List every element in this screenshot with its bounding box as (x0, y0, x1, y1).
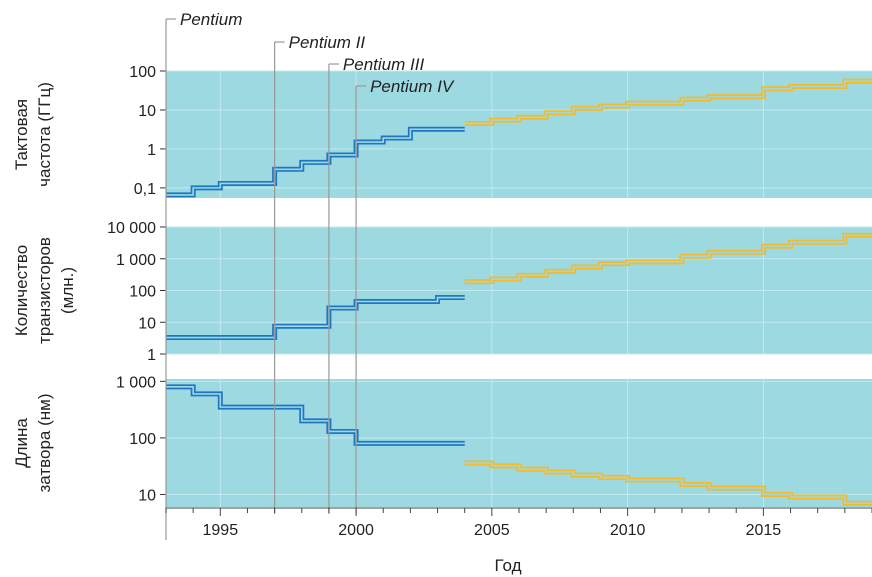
x-tick-label-2015: 2015 (746, 522, 782, 539)
panel-gate: 10 100 1 000 Длина затвора (нм) (12, 374, 872, 507)
y-axis-title-gate: затвора (нм) (35, 394, 54, 493)
panel-transistors: 1 10 100 1 000 10 000 Количество транзисторов(… (12, 220, 872, 364)
y-axis-title-gate: Длина (12, 418, 31, 468)
panel-clock: 0,1 1 10 100 Тактовая частота (ГГц) (12, 64, 872, 198)
y-tick-label-gate: 100 (129, 431, 156, 448)
y-tick-label-clock: 10 (138, 103, 156, 120)
x-axis-title: Год (494, 556, 521, 575)
y-tick-label-clock: 100 (129, 64, 156, 81)
x-tick-label-2010: 2010 (610, 522, 646, 539)
y-tick-label-transistors: 1 (147, 347, 156, 364)
y-tick-label-transistors: 1 000 (116, 252, 156, 269)
y-axis-title-clock: Тактовая (12, 99, 31, 170)
x-axis: 1995 2000 2005 2010 2015 (165, 507, 872, 539)
panel-background-clock (166, 71, 872, 198)
y-tick-label-transistors: 10 (138, 315, 156, 332)
series-projected-inner-transistors (464, 234, 872, 283)
y-tick-label-clock: 0,1 (134, 181, 156, 198)
y-axis-title-clock: частота (ГГц) (35, 82, 54, 187)
processor-label-2: Pentium III (343, 55, 425, 74)
series-projected-inner-gate (464, 462, 872, 505)
x-tick-label-2000: 2000 (338, 522, 374, 539)
y-tick-label-gate: 1 000 (116, 374, 156, 391)
processor-label-3: Pentium IV (370, 77, 455, 96)
series-projected-inner-clock (464, 80, 872, 125)
y-tick-label-clock: 1 (147, 142, 156, 159)
y-axis-title-transistors: (млн.) (58, 267, 77, 314)
y-tick-label-transistors: 100 (129, 284, 156, 301)
y-axis-title-transistors: Количество (12, 245, 31, 336)
panel-background-gate (166, 379, 872, 507)
y-tick-label-gate: 10 (138, 487, 156, 504)
x-tick-label-2005: 2005 (474, 522, 510, 539)
panels-layer: 0,1 1 10 100 Тактовая частота (ГГц) 1 10 100 1 00… (12, 64, 872, 507)
series-historical-inner-clock (166, 128, 465, 196)
processor-markers: Pentium Pentium II Pentium III Pentium IV (165, 10, 455, 540)
processor-label-0: Pentium (180, 10, 242, 29)
x-tick-label-1995: 1995 (203, 522, 239, 539)
y-tick-label-transistors: 10 000 (107, 220, 156, 237)
processor-label-1: Pentium II (289, 33, 366, 52)
y-axis-title-transistors: транзисторов (35, 237, 54, 344)
